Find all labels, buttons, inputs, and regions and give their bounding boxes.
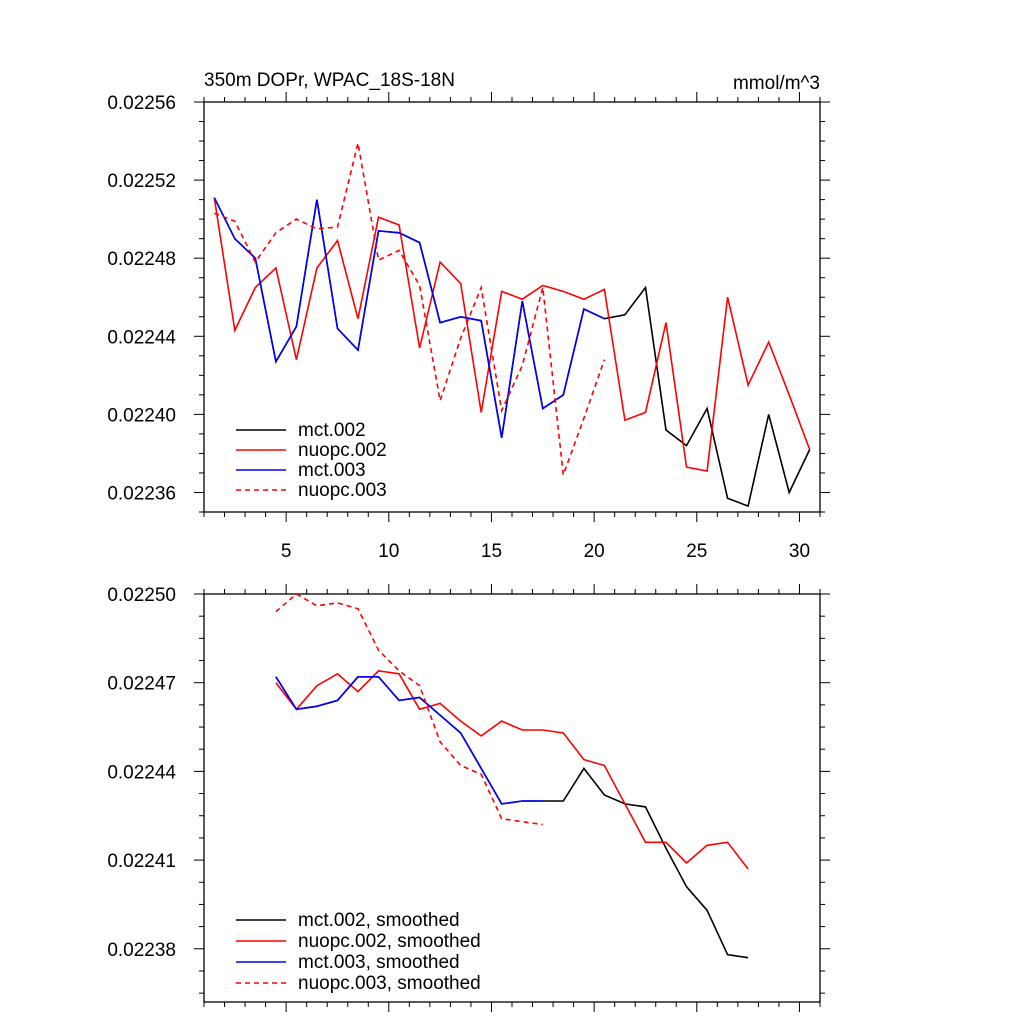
plot-frame: [203, 593, 821, 1003]
chart-panel-1: 5 10 15 20 25 30 0.02236 0.02240 0.02244 0.02248 0…: [107, 70, 830, 562]
legend-label: mct.003, smoothed: [298, 952, 460, 973]
series-line: [213, 197, 605, 438]
y-tick-label: 0.02244: [107, 762, 176, 783]
x-tick-label: 25: [686, 541, 707, 562]
legend-label: nuopc.002, smoothed: [298, 931, 481, 952]
x-tick-label: 15: [481, 541, 502, 562]
series-line: [214, 142, 606, 476]
series-line: [275, 670, 749, 870]
legend-label: nuopc.003, smoothed: [298, 973, 481, 994]
legend-label: mct.002: [298, 420, 366, 441]
series-line: [213, 197, 811, 472]
x-tick-label: 20: [584, 541, 605, 562]
y-tick-label: 0.02248: [107, 249, 176, 270]
legend-label: mct.002, smoothed: [298, 910, 460, 931]
y-tick-label: 0.02244: [107, 327, 176, 348]
y-tick-label: 0.02247: [107, 674, 176, 695]
y-tick-label: 0.02252: [107, 171, 176, 192]
y-tick-label: 0.02236: [107, 483, 176, 504]
plot-frame: [203, 101, 821, 513]
x-tick-label: 30: [789, 541, 810, 562]
legend-label: nuopc.002: [298, 440, 387, 461]
y-tick-label: 0.02238: [107, 940, 176, 961]
y-tick-label: 0.02256: [107, 93, 176, 114]
chart-title: 350m DOPr, WPAC_18S-18N: [204, 70, 455, 91]
series-line: [275, 593, 543, 826]
y-tick-label: 0.02250: [107, 585, 176, 606]
legend-label: mct.003: [298, 460, 366, 481]
units-label: mmol/m^3: [733, 73, 820, 94]
x-tick-label: 10: [378, 541, 399, 562]
legend-label: nuopc.003: [298, 480, 387, 501]
x-tick-label: 5: [281, 541, 292, 562]
series-line: [275, 675, 543, 805]
y-tick-label: 0.02241: [107, 851, 176, 872]
chart-panel-2: 0.02238 0.02241 0.02244 0.02247 0.02250 mct.0…: [107, 584, 830, 1012]
y-tick-label: 0.02240: [107, 405, 176, 426]
